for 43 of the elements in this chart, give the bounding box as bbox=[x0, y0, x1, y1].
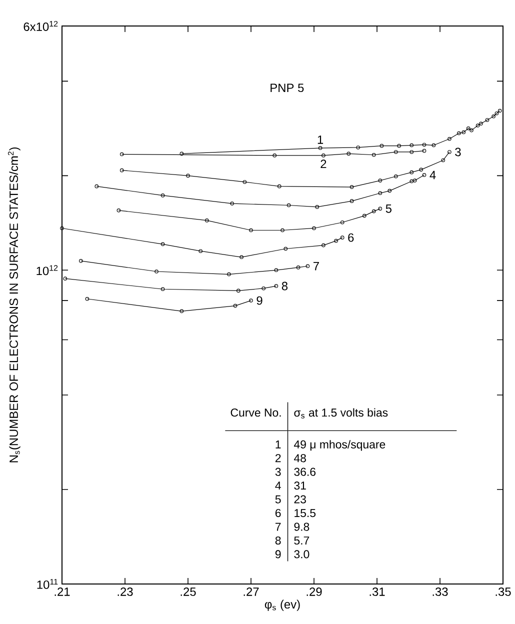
series-label: 8 bbox=[282, 282, 288, 290]
x-tick-label: .33 bbox=[432, 587, 448, 596]
annotation: 31 bbox=[294, 482, 306, 490]
annotation: 49 μ mhos/square bbox=[294, 440, 386, 451]
y-tick-label: 10$^{11}$ bbox=[38, 578, 58, 589]
series-label: 1 bbox=[318, 136, 324, 144]
y-tick-label: 10$^{12}$ bbox=[36, 265, 58, 276]
annotation: 6 bbox=[276, 508, 281, 518]
series-label: 3 bbox=[455, 148, 461, 156]
annotation: σ$_{s}$ at 1.5 volts bias bbox=[294, 408, 388, 418]
annotation: 36.6 bbox=[294, 468, 316, 476]
series-label: 4 bbox=[430, 170, 436, 180]
text: PNP 5 bbox=[270, 84, 304, 92]
y-axis-title: N$_{s}$(NUMBER OF ELECTRONS IN SURFACE STATES/cm$^{2}$) bbox=[8, 147, 21, 462]
annotation: 9 bbox=[276, 550, 281, 558]
x-tick-label: .23 bbox=[118, 587, 133, 596]
x-tick-label: .21 bbox=[54, 587, 70, 596]
series-label: 5 bbox=[386, 204, 392, 213]
x-tick-label: .27 bbox=[244, 587, 259, 596]
annotation: 23 bbox=[294, 495, 306, 504]
annotation: Curve No. bbox=[231, 408, 281, 417]
annotation: 3 bbox=[276, 468, 281, 476]
x-tick-label: .31 bbox=[370, 587, 385, 596]
annotation: 5.7 bbox=[294, 536, 310, 545]
annotation: 9.8 bbox=[294, 522, 310, 531]
series-label: 6 bbox=[348, 233, 354, 242]
annotation: 2 bbox=[276, 454, 281, 462]
x-tick-label: .29 bbox=[306, 587, 322, 596]
x-tick-label: .25 bbox=[180, 587, 196, 596]
annotation: 48 bbox=[294, 454, 306, 462]
x-axis-title: φ$_{s}$ (ev) bbox=[265, 600, 300, 611]
annotation: 8 bbox=[276, 536, 281, 545]
annotation: 1 bbox=[276, 440, 281, 448]
y-tick-label: 6x10$^{12}$ bbox=[24, 20, 58, 31]
x-tick-label: .35 bbox=[496, 587, 511, 596]
series-label: 9 bbox=[256, 296, 262, 305]
annotation: 3.0 bbox=[294, 550, 310, 558]
annotation: 15.5 bbox=[294, 509, 316, 518]
annotation: 4 bbox=[275, 482, 282, 490]
annotation: 5 bbox=[276, 495, 281, 504]
series-label: 2 bbox=[320, 160, 326, 168]
annotation: 7 bbox=[276, 522, 281, 531]
series-label: 7 bbox=[314, 262, 320, 270]
